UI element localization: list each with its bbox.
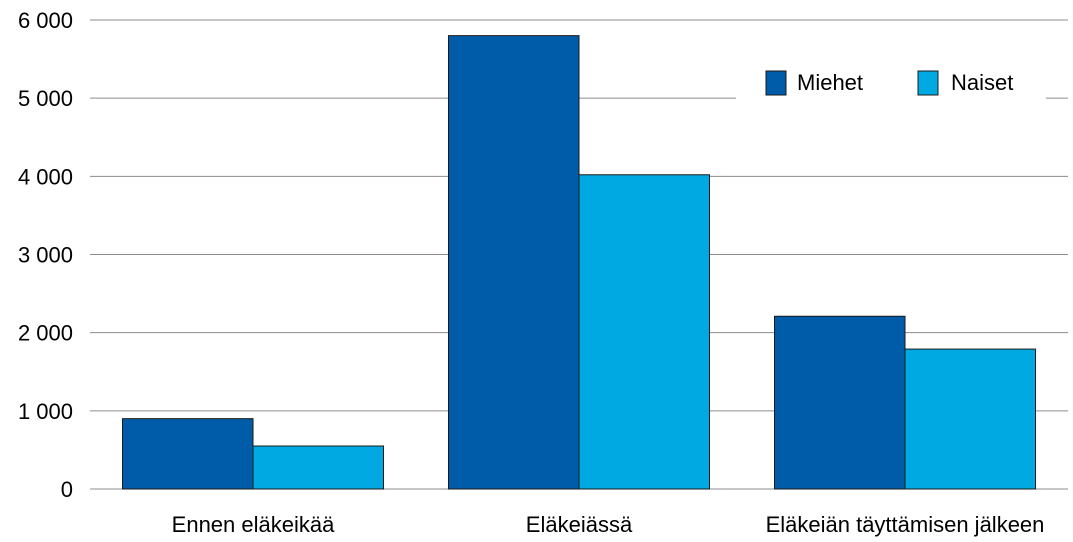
x-axis-category-labels: Ennen eläkeikää Eläkeiässä Eläkeiän täyttä… [172,512,1045,537]
legend-label-miehet: Miehet [797,70,863,95]
x-category-label: Eläkeiässä [526,512,633,537]
legend: Miehet Naiset [736,56,1046,108]
x-category-label: Ennen eläkeikää [172,512,335,537]
bar-naiset [904,348,1036,490]
bars [122,35,1036,490]
bar-naiset [252,445,384,490]
x-category-label: Eläkeiän täyttämisen jälkeen [766,512,1045,537]
legend-swatch-miehet [765,70,787,96]
y-tick-label: 6 000 [18,8,73,33]
bar-miehet [122,418,254,490]
legend-background [736,56,1046,108]
y-tick-label: 3 000 [18,243,73,268]
bar-miehet [774,315,906,490]
y-tick-label: 2 000 [18,321,73,346]
y-tick-label: 1 000 [18,399,73,424]
bar-naiset [578,174,710,490]
y-axis-tick-labels: 0 1 000 2 000 3 000 4 000 5 000 6 000 [18,8,73,502]
legend-swatch-naiset [917,70,939,96]
bar-miehet [448,35,580,490]
y-tick-label: 0 [61,477,73,502]
y-tick-label: 5 000 [18,86,73,111]
legend-label-naiset: Naiset [951,70,1013,95]
y-tick-label: 4 000 [18,164,73,189]
